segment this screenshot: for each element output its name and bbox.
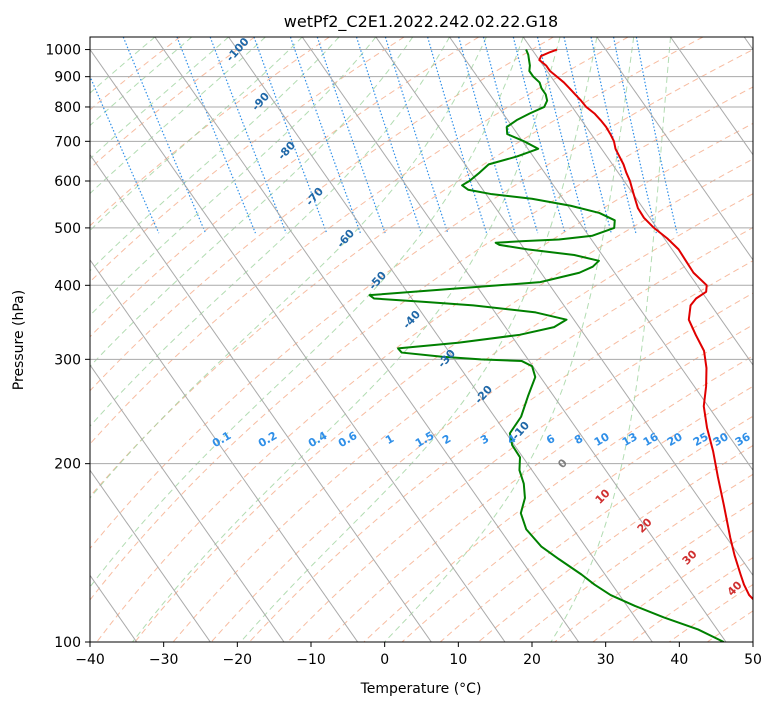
mixing-ratio-line — [482, 37, 539, 234]
isotherm-line — [90, 469, 211, 642]
x-axis-title: Temperature (°C) — [360, 681, 482, 697]
x-tick-label: −30 — [149, 652, 179, 668]
dry-adiabat — [90, 49, 753, 550]
moist-adiabat — [90, 37, 487, 499]
mixing-ratio-line — [384, 37, 449, 234]
mixing-ratio-line — [209, 37, 287, 234]
isotherm-line — [670, 37, 753, 156]
dry-adiabat — [90, 37, 704, 498]
dry-adiabat — [478, 444, 753, 642]
dewpoint-profile-line — [368, 49, 725, 642]
mixing-ratio-line — [536, 37, 588, 234]
x-tick-label: −10 — [296, 652, 326, 668]
moist-adiabat — [132, 37, 561, 642]
y-tick-label: 400 — [54, 278, 81, 294]
dry-adiabat — [516, 473, 753, 642]
y-axis: 100 200 300 400 500 600 700 800 900 1000 — [45, 43, 90, 651]
isotherm-line — [90, 364, 285, 642]
isotherm-line — [375, 37, 753, 577]
moist-adiabat — [90, 37, 377, 317]
moist-adiabat — [384, 37, 635, 642]
y-tick-label: 500 — [54, 221, 81, 237]
mixing-ratio-line — [512, 37, 566, 234]
isotherm-line — [522, 37, 753, 366]
dry-adiabat — [592, 529, 753, 642]
dry-adiabat — [287, 292, 753, 642]
dry-adiabat — [134, 158, 753, 642]
y-tick-label: 1000 — [45, 43, 81, 59]
mixing-ratio-line — [355, 37, 422, 234]
moist-adiabat — [240, 37, 598, 642]
y-tick-label: 300 — [54, 352, 81, 368]
x-axis: −40 −30 −20 −10 0 10 20 30 40 50 — [75, 642, 762, 668]
moist-adiabat — [90, 37, 450, 427]
x-tick-label: −40 — [75, 652, 105, 668]
y-tick-label: 600 — [54, 174, 81, 190]
mixing-ratio-line — [458, 37, 516, 234]
x-tick-label: 0 — [380, 652, 389, 668]
x-tick-label: 20 — [523, 652, 541, 668]
chart-title: wetPf2_C2E1.2022.242.02.22.G18 — [284, 12, 558, 32]
moist-adiabat — [550, 37, 672, 642]
x-tick-label: 40 — [670, 652, 688, 668]
isotherm-line — [596, 37, 753, 261]
x-tick-label: 50 — [744, 652, 762, 668]
isotherm-line — [301, 37, 727, 642]
mixing-ratio-line — [176, 37, 256, 234]
dry-adiabat — [325, 324, 753, 642]
isotherm-line — [449, 37, 753, 472]
temperature-profile-line — [538, 48, 753, 601]
x-tick-label: −20 — [223, 652, 253, 668]
mixing-ratio-line — [122, 37, 207, 234]
isotherm-line — [90, 153, 432, 642]
y-axis-title: Pressure (hPa) — [11, 290, 27, 390]
dry-adiabat — [249, 260, 753, 642]
x-tick-label: 10 — [449, 652, 467, 668]
y-tick-label: 900 — [54, 70, 81, 86]
plot-area — [90, 37, 753, 642]
isotherm-line — [90, 48, 506, 642]
y-tick-label: 800 — [54, 100, 81, 116]
dry-adiabat — [90, 37, 554, 392]
moist-adiabat — [90, 37, 414, 368]
y-tick-label: 100 — [54, 635, 81, 651]
dry-adiabat — [401, 385, 753, 642]
dry-adiabat — [90, 37, 629, 445]
moist-adiabat — [90, 37, 524, 588]
dry-adiabat — [90, 37, 330, 227]
dry-adiabat — [96, 122, 753, 642]
mixing-ratio-line — [427, 37, 488, 234]
x-tick-label: 30 — [597, 652, 615, 668]
plot-frame — [89, 36, 754, 643]
dry-adiabat — [90, 86, 753, 601]
dry-adiabat — [439, 415, 753, 642]
isotherm-line — [228, 37, 653, 642]
dry-adiabat — [554, 501, 753, 642]
isotherm-line — [90, 259, 359, 642]
isotherm-line — [154, 37, 580, 642]
dry-adiabat — [90, 37, 256, 170]
dry-adiabat — [90, 37, 480, 338]
y-tick-label: 700 — [54, 134, 81, 150]
mixing-ratio-line — [316, 37, 386, 234]
y-tick-label: 200 — [54, 457, 81, 473]
